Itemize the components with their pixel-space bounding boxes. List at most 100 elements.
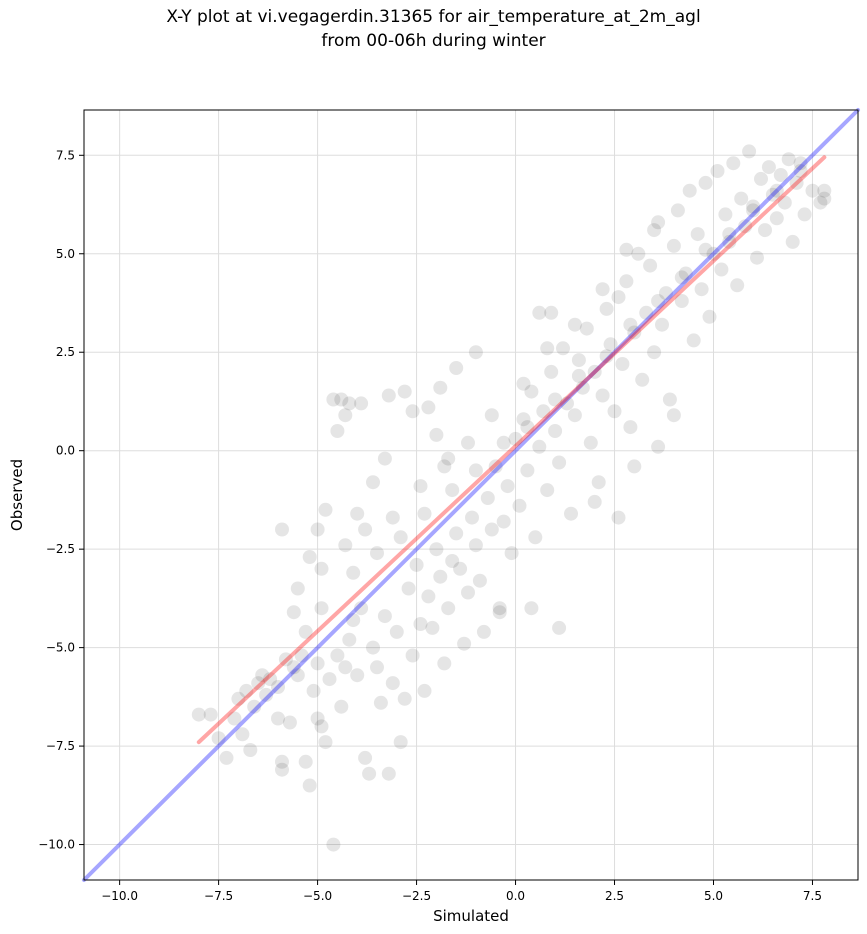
data-point-65 [468, 538, 483, 553]
data-point-70 [488, 459, 503, 474]
data-point-77 [516, 412, 531, 427]
data-point-28 [322, 672, 337, 687]
data-point-211 [496, 435, 511, 450]
data-point-191 [552, 620, 567, 635]
data-point-198 [651, 439, 666, 454]
data-point-107 [635, 372, 650, 387]
data-point-170 [350, 506, 365, 521]
data-point-178 [358, 522, 373, 537]
data-point-23 [306, 683, 321, 698]
data-point-91 [571, 353, 586, 368]
data-point-138 [758, 223, 772, 238]
data-point-109 [643, 258, 658, 273]
data-point-93 [579, 321, 594, 336]
data-point-133 [738, 219, 753, 234]
data-point-84 [544, 364, 559, 379]
chart-title-line-2: from 00-06h during winter [321, 31, 546, 51]
data-point-26 [314, 719, 329, 734]
data-point-45 [389, 624, 404, 639]
x-tick-label-0: −10.0 [101, 889, 138, 903]
data-point-37 [358, 750, 373, 765]
data-point-128 [718, 207, 733, 222]
data-point-121 [690, 227, 705, 242]
axis-ticks: −10.0 −7.5 −5.0 −2.5 0.0 2.5 5.0 7.5 −10.0 −7.5 −5… [38, 148, 822, 903]
data-point-212 [520, 420, 535, 435]
data-point-22 [302, 778, 317, 793]
data-point-201 [271, 711, 285, 726]
data-point-52 [417, 683, 432, 698]
data-point-111 [651, 215, 666, 230]
data-point-79 [524, 384, 539, 399]
data-point-153 [326, 392, 341, 407]
data-point-127 [714, 262, 729, 277]
data-point-165 [468, 345, 483, 360]
data-point-114 [662, 392, 677, 407]
data-point-49 [405, 648, 420, 663]
data-point-223 [793, 164, 808, 178]
x-tick-label-4: 0.0 [506, 889, 525, 903]
data-point-166 [429, 427, 444, 442]
data-point-51 [413, 617, 428, 631]
y-tick-label-7: 7.5 [56, 148, 75, 162]
data-point-87 [556, 341, 570, 356]
data-point-171 [318, 502, 333, 517]
data-point-103 [619, 274, 634, 289]
data-point-130 [726, 156, 741, 171]
data-point-169 [366, 475, 380, 490]
data-point-21 [298, 754, 313, 769]
data-point-143 [777, 195, 792, 210]
data-point-66 [472, 573, 487, 588]
data-point-81 [532, 439, 547, 454]
data-point-86 [552, 455, 567, 470]
data-point-80 [528, 530, 543, 545]
data-point-222 [769, 183, 784, 198]
data-point-48 [401, 581, 416, 596]
data-point-110 [647, 345, 662, 360]
data-point-120 [686, 333, 701, 348]
data-point-213 [548, 392, 563, 407]
data-point-76 [512, 498, 527, 513]
data-point-208 [417, 506, 432, 521]
data-point-137 [754, 171, 768, 186]
data-point-190 [524, 601, 539, 616]
data-point-157 [338, 408, 353, 423]
data-point-15 [275, 754, 289, 769]
data-point-217 [651, 294, 666, 308]
data-point-200 [255, 668, 270, 683]
y-tick-label-2: −5.0 [46, 641, 75, 655]
data-point-71 [492, 605, 507, 620]
data-point-158 [354, 396, 369, 411]
data-point-54 [425, 620, 440, 635]
data-point-196 [611, 510, 626, 525]
data-point-12 [263, 672, 278, 687]
data-point-179 [385, 510, 400, 525]
data-point-30 [330, 648, 345, 663]
data-point-176 [314, 561, 329, 576]
data-point-104 [623, 420, 638, 435]
data-point-61 [453, 561, 468, 576]
data-point-10 [251, 676, 266, 691]
data-point-209 [445, 483, 460, 498]
data-point-135 [746, 199, 761, 214]
data-point-50 [409, 557, 424, 572]
data-point-193 [544, 305, 559, 320]
data-point-82 [536, 404, 551, 419]
data-point-220 [722, 227, 737, 242]
data-point-0 [191, 707, 206, 722]
data-point-32 [338, 660, 353, 675]
data-point-11 [259, 687, 274, 702]
data-point-63 [461, 585, 475, 600]
data-point-172 [310, 522, 325, 537]
data-point-219 [698, 242, 713, 257]
data-point-4 [227, 711, 242, 726]
data-point-33 [342, 632, 357, 647]
data-point-55 [429, 542, 444, 557]
data-point-95 [587, 364, 602, 379]
data-point-94 [583, 435, 598, 450]
data-point-1 [203, 707, 218, 722]
grid [84, 110, 858, 880]
data-point-146 [789, 175, 804, 190]
data-point-59 [445, 554, 460, 568]
data-point-42 [377, 609, 392, 624]
